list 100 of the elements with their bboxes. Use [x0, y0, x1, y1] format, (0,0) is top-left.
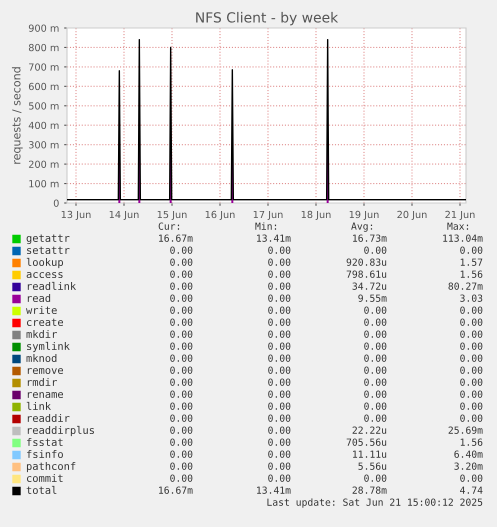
text: 0.00 [364, 378, 386, 386]
legend-label: total [26, 486, 56, 494]
text: 0.00 [170, 414, 192, 422]
text: Cur: [158, 222, 180, 230]
text: Avg: [351, 222, 372, 232]
text: 1.56 [460, 270, 482, 278]
text: 0.00 [268, 474, 290, 482]
legend-label: readdir [28, 414, 70, 422]
legend-label: write [26, 306, 57, 314]
text: 0.00 [170, 270, 192, 278]
x-tick-label: 17 Jun [254, 210, 282, 220]
legend-label: link [26, 402, 51, 410]
text: 0.00 [268, 462, 290, 470]
text: 0.00 [268, 294, 290, 302]
legend-label: create [26, 318, 64, 326]
text: 0.00 [364, 390, 386, 398]
text: 0.00 [170, 366, 192, 374]
legend-label: setattr [27, 246, 70, 254]
legend-label: pathconf [26, 462, 76, 472]
text: 0.00 [268, 378, 290, 386]
text: Max: [447, 222, 468, 230]
text: 0.00 [460, 366, 482, 374]
text: 0.00 [170, 342, 192, 350]
text: 13.41m [257, 486, 291, 494]
text: 0.00 [170, 258, 192, 266]
legend-label: symlink [27, 342, 70, 352]
x-tick-label: 18 Jun [302, 210, 330, 220]
text: 16.67m [159, 234, 193, 242]
text: 80.27m [448, 282, 483, 290]
text: 0.00 [268, 306, 290, 314]
text: 0.00 [268, 402, 290, 410]
text: 0.00 [268, 330, 290, 338]
text: 0.00 [460, 246, 482, 254]
text: 0.00 [364, 354, 386, 362]
text: 0.00 [364, 306, 386, 314]
text: 9.55m [358, 294, 387, 302]
text: 0.00 [268, 414, 290, 422]
legend-label: rename [28, 392, 64, 398]
text: 3.20m [454, 462, 483, 470]
text: 0.00 [170, 294, 192, 302]
x-tick-label: 13 Jun [62, 210, 90, 220]
text: 0.00 [268, 390, 290, 398]
legend-label: commit [26, 474, 63, 482]
text: 0.00 [268, 426, 290, 434]
text: 0.00 [364, 342, 386, 350]
y-tick-label: 0 [54, 199, 59, 207]
text: 0.00 [460, 414, 482, 422]
text: 0.00 [364, 366, 386, 374]
text: 0.00 [170, 354, 192, 362]
text: 0.00 [364, 414, 386, 422]
y-tick-label: 800 m [28, 44, 59, 52]
text: 0.00 [364, 474, 386, 482]
text: 0.00 [170, 474, 192, 482]
chart-title: NFS Client - by week [196, 12, 338, 26]
text: 0.00 [460, 306, 482, 314]
x-tick-label: 16 Jun [206, 210, 234, 220]
legend-label: getattr [26, 234, 70, 244]
y-tick-label: 600 m [28, 82, 59, 90]
text: 16.73m [353, 234, 387, 242]
x-tick-label: 15 Jun [158, 210, 186, 220]
y-tick-label: 100 m [29, 180, 59, 188]
text: 4.74 [460, 486, 483, 494]
text: 705.56u [346, 438, 386, 446]
text: 0.00 [364, 330, 386, 338]
text: 5.56u [358, 462, 386, 470]
x-tick-label: 21 Jun [445, 210, 474, 220]
y-tick-label: 400 m [28, 122, 59, 130]
y-axis-title: requests / second [12, 67, 23, 164]
text: 0.00 [364, 402, 386, 410]
text: 0.00 [460, 402, 482, 410]
text: Min: [255, 222, 276, 230]
text: 0.00 [364, 246, 386, 254]
text: 798.61u [346, 270, 386, 278]
text: 0.00 [460, 342, 482, 350]
text: 0.00 [170, 450, 192, 458]
text: 0.00 [268, 438, 290, 446]
legend-label: read [28, 294, 50, 302]
legend-label: fsinfo [26, 450, 63, 458]
text: 0.00 [460, 354, 482, 362]
text: 0.00 [268, 246, 290, 254]
text: 0.00 [460, 330, 482, 338]
text: 25.69m [448, 426, 483, 434]
y-tick-label: 200 m [28, 160, 59, 168]
text: 0.00 [268, 282, 290, 290]
text: 13.41m [257, 234, 291, 242]
text: 0.00 [268, 366, 290, 374]
legend-label: fsstat [26, 438, 63, 446]
text: 28.78m [352, 486, 387, 494]
text: 0.00 [170, 330, 192, 338]
text: 0.00 [268, 270, 290, 278]
text: 0.00 [170, 246, 192, 254]
y-tick-label: 900 m [28, 24, 59, 32]
text: 0.00 [364, 318, 386, 326]
text: 0.00 [460, 474, 482, 482]
text: 1.56 [460, 438, 482, 446]
text: 0.00 [170, 402, 192, 410]
legend-label: readlink [28, 282, 76, 290]
x-tick-label: 19 Jun [350, 210, 378, 220]
text: Last update: Sat Jun 21 15:00:12 2025 [267, 498, 482, 508]
y-tick-label: 500 m [28, 102, 59, 110]
